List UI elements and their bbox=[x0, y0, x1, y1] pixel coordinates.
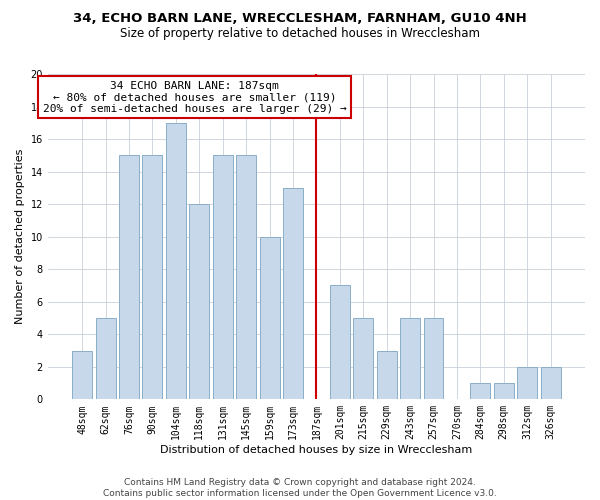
Bar bbox=[260, 236, 280, 400]
Text: Contains HM Land Registry data © Crown copyright and database right 2024.
Contai: Contains HM Land Registry data © Crown c… bbox=[103, 478, 497, 498]
Bar bbox=[424, 318, 443, 400]
Bar bbox=[517, 367, 537, 400]
Bar bbox=[283, 188, 303, 400]
Text: 34, ECHO BARN LANE, WRECCLESHAM, FARNHAM, GU10 4NH: 34, ECHO BARN LANE, WRECCLESHAM, FARNHAM… bbox=[73, 12, 527, 26]
Text: Size of property relative to detached houses in Wrecclesham: Size of property relative to detached ho… bbox=[120, 28, 480, 40]
Bar bbox=[236, 156, 256, 400]
Bar bbox=[541, 367, 560, 400]
Bar bbox=[142, 156, 163, 400]
Bar bbox=[213, 156, 233, 400]
Bar bbox=[377, 350, 397, 400]
X-axis label: Distribution of detached houses by size in Wrecclesham: Distribution of detached houses by size … bbox=[160, 445, 473, 455]
Bar bbox=[95, 318, 116, 400]
Bar bbox=[494, 383, 514, 400]
Bar bbox=[330, 286, 350, 400]
Bar bbox=[119, 156, 139, 400]
Bar bbox=[166, 123, 186, 400]
Y-axis label: Number of detached properties: Number of detached properties bbox=[15, 149, 25, 324]
Bar bbox=[470, 383, 490, 400]
Text: 34 ECHO BARN LANE: 187sqm
← 80% of detached houses are smaller (119)
20% of semi: 34 ECHO BARN LANE: 187sqm ← 80% of detac… bbox=[43, 80, 346, 114]
Bar bbox=[72, 350, 92, 400]
Bar bbox=[400, 318, 420, 400]
Bar bbox=[353, 318, 373, 400]
Bar bbox=[190, 204, 209, 400]
